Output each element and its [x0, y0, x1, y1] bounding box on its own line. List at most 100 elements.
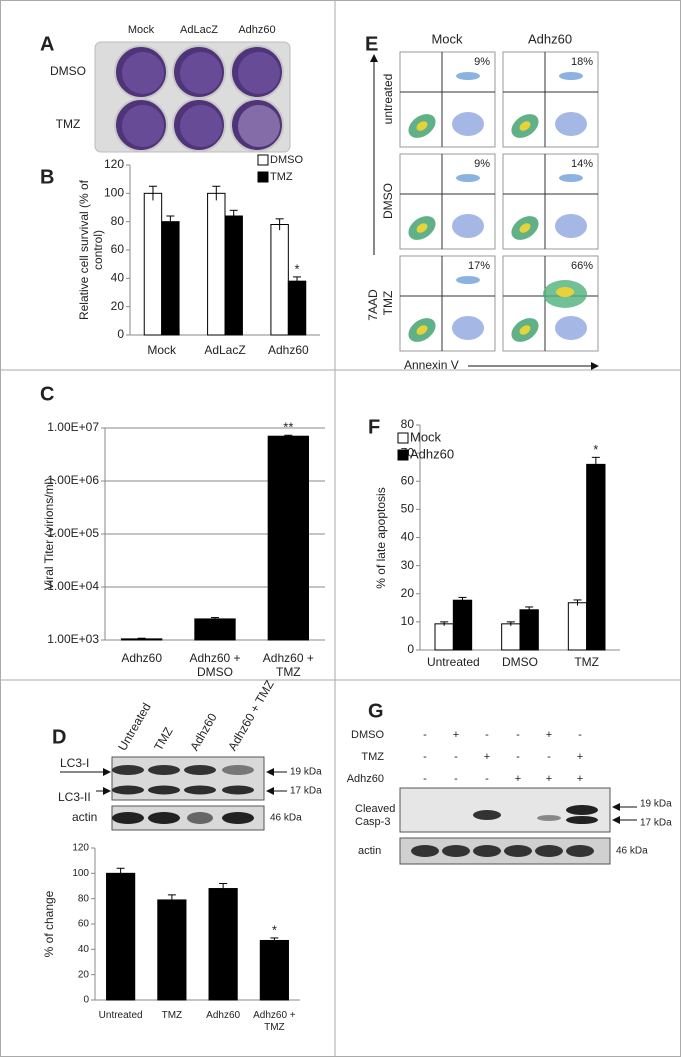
- cluster-early: [555, 214, 587, 238]
- bar: [287, 280, 307, 336]
- row-label: untreated: [381, 74, 395, 125]
- y-axis-label: Relative cell survival (% of control): [77, 179, 105, 321]
- bar: [519, 609, 539, 651]
- band: [184, 785, 216, 795]
- y-tick-label: 0: [117, 327, 124, 341]
- x-tick-label: Adhz60: [267, 343, 309, 357]
- band: [442, 845, 470, 857]
- x-tick-label: Adhz60 + DMSO: [189, 651, 241, 679]
- band-label: Cleaved Casp-3: [355, 803, 396, 828]
- size-label: 17 kDa: [640, 818, 672, 829]
- y-tick-label: 1.00E+04: [47, 579, 99, 593]
- y-tick-label: 1.00E+05: [47, 526, 99, 540]
- well-stain: [122, 52, 164, 94]
- y-tick-label: 1.00E+03: [47, 632, 99, 646]
- band: [473, 810, 501, 820]
- treatment-sign: -: [485, 729, 489, 741]
- lane-label: Adhz60 + TMZ: [225, 678, 277, 753]
- band: [184, 765, 216, 775]
- treatment-sign: +: [546, 729, 552, 741]
- band: [187, 812, 213, 824]
- band: [222, 812, 254, 824]
- band: [148, 765, 180, 775]
- column-label: Adhz60: [528, 31, 572, 46]
- y-tick-label: 40: [111, 271, 125, 285]
- y-tick-label: 100: [72, 868, 89, 879]
- annotation: *: [295, 261, 300, 276]
- treatment-sign: -: [516, 729, 520, 741]
- y-tick-label: 10: [401, 614, 415, 628]
- legend-swatch: [397, 449, 409, 461]
- panel-letter: G: [368, 700, 384, 722]
- bar: [157, 899, 187, 1001]
- x-tick-label: Mock: [147, 343, 176, 357]
- bar: [161, 221, 180, 336]
- legend-swatch: [397, 432, 409, 444]
- x-tick-label: Adhz60: [206, 1010, 241, 1021]
- band: [473, 845, 501, 857]
- well-stain: [180, 52, 222, 94]
- size-label: 19 kDa: [640, 799, 672, 810]
- y-tick-label: 20: [401, 586, 415, 600]
- band-label: LC3-II: [58, 790, 91, 804]
- band: [537, 815, 561, 821]
- bar: [267, 435, 309, 641]
- treatment-label: TMZ: [361, 751, 384, 763]
- band-label: actin: [358, 845, 381, 857]
- treatment-sign: +: [546, 773, 552, 785]
- percentage: 17%: [468, 260, 490, 272]
- legend-swatch: [257, 171, 269, 183]
- row-label: TMZ: [381, 291, 395, 316]
- band: [535, 845, 563, 857]
- band: [566, 845, 594, 857]
- bar: [194, 618, 236, 641]
- cluster-late: [456, 72, 480, 80]
- panel-letter: E: [365, 33, 378, 55]
- y-tick-label: 60: [401, 473, 415, 487]
- treatment-sign: -: [516, 751, 520, 763]
- y-tick-label: 60: [78, 919, 90, 930]
- band: [112, 812, 144, 824]
- x-tick-label: Untreated: [98, 1010, 143, 1021]
- panel-letter: C: [40, 383, 54, 405]
- treatment-label: Adhz60: [347, 773, 384, 785]
- bar: [434, 623, 454, 651]
- annotation: *: [272, 922, 277, 937]
- bar: [208, 888, 238, 1001]
- lane-label: Untreated: [115, 700, 153, 753]
- size-label: 19 kDa: [290, 767, 322, 778]
- annotation: *: [593, 442, 598, 457]
- treatment-sign: -: [454, 773, 458, 785]
- lane-label: TMZ: [151, 725, 175, 753]
- bar: [259, 939, 289, 1001]
- cluster-late: [456, 276, 480, 284]
- panel-letter: A: [40, 33, 54, 55]
- y-axis-label: 7AAD: [366, 289, 380, 321]
- legend-label: DMSO: [270, 154, 303, 166]
- y-tick-label: 30: [401, 558, 415, 572]
- column-label: Adhz60: [238, 24, 275, 36]
- bar: [207, 192, 226, 336]
- cluster-core: [519, 223, 531, 233]
- band: [222, 765, 254, 775]
- cluster-early: [555, 112, 587, 136]
- treatment-sign: +: [515, 773, 521, 785]
- bar: [501, 623, 521, 651]
- column-label: Mock: [431, 31, 463, 46]
- x-axis-label: Annexin V: [404, 358, 459, 372]
- treatment-sign: -: [485, 773, 489, 785]
- bar: [567, 602, 588, 651]
- percentage: 9%: [474, 158, 490, 170]
- annotation: **: [283, 420, 293, 435]
- cluster-early: [452, 316, 484, 340]
- y-tick-label: 20: [78, 969, 90, 980]
- cluster-core: [416, 325, 428, 335]
- y-tick-label: 0: [407, 642, 414, 656]
- treatment-sign: -: [547, 751, 551, 763]
- well-stain: [238, 52, 280, 94]
- y-tick-label: 60: [111, 242, 125, 256]
- treatment-sign: +: [484, 751, 490, 763]
- y-tick-label: 0: [83, 995, 89, 1006]
